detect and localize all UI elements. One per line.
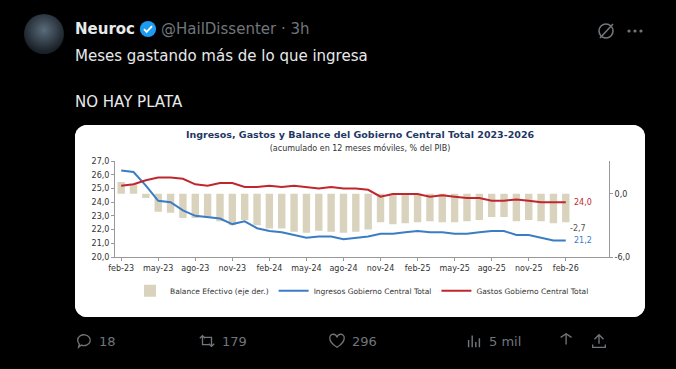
svg-text:23,0: 23,0 xyxy=(92,212,110,221)
svg-text:may-24: may-24 xyxy=(291,264,321,273)
html-text:Meses gastando más de lo que i: Meses gastando más de lo que ingresa xyxy=(75,47,368,65)
svg-text:feb-24: feb-24 xyxy=(256,264,282,273)
svg-text:20,0: 20,0 xyxy=(92,253,110,262)
html-text:296: 296 xyxy=(352,333,377,349)
html-text:18: 18 xyxy=(99,333,116,349)
html-text:Neuroc: Neuroc xyxy=(75,20,135,38)
html-text:5 mil: 5 mil xyxy=(489,333,522,349)
svg-text:feb-25: feb-25 xyxy=(405,264,431,273)
svg-text:24,0: 24,0 xyxy=(92,198,110,207)
svg-text:21,0: 21,0 xyxy=(92,239,110,248)
svg-text:25,0: 25,0 xyxy=(92,184,110,193)
svg-text:-2,7: -2,7 xyxy=(570,224,586,233)
svg-text:-6,0: -6,0 xyxy=(615,253,631,262)
svg-text:Balance Efectivo (eje der.): Balance Efectivo (eje der.) xyxy=(170,287,269,296)
svg-text:feb-26: feb-26 xyxy=(553,264,579,273)
html-text:179: 179 xyxy=(222,333,247,349)
svg-text:22,0: 22,0 xyxy=(92,225,110,234)
svg-text:nov-23: nov-23 xyxy=(219,264,247,273)
svg-text:ago-24: ago-24 xyxy=(329,264,357,273)
svg-text:27,0: 27,0 xyxy=(92,157,110,166)
svg-text:Ingresos, Gastos y Balance del: Ingresos, Gastos y Balance del Gobierno … xyxy=(186,129,535,152)
svg-text:Gastos Gobierno Central Total: Gastos Gobierno Central Total xyxy=(476,287,588,296)
html-text:@HailDissenter · 3h: @HailDissenter · 3h xyxy=(161,20,310,38)
svg-text:21,2: 21,2 xyxy=(574,236,592,245)
svg-text:26,0: 26,0 xyxy=(92,171,110,180)
svg-text:may-25: may-25 xyxy=(439,264,469,273)
svg-text:24,0: 24,0 xyxy=(574,198,592,207)
html-text:NO HAY PLATA: NO HAY PLATA xyxy=(75,93,183,111)
svg-text:ago-23: ago-23 xyxy=(181,264,209,273)
svg-text:feb-23: feb-23 xyxy=(108,264,134,273)
svg-text:may-23: may-23 xyxy=(143,264,173,273)
svg-text:nov-25: nov-25 xyxy=(515,264,543,273)
svg-text:nov-24: nov-24 xyxy=(367,264,395,273)
svg-text:ago-25: ago-25 xyxy=(478,264,506,273)
svg-text:0,0: 0,0 xyxy=(615,190,628,199)
svg-text:Ingresos Gobierno Central Tota: Ingresos Gobierno Central Total xyxy=(314,287,432,296)
